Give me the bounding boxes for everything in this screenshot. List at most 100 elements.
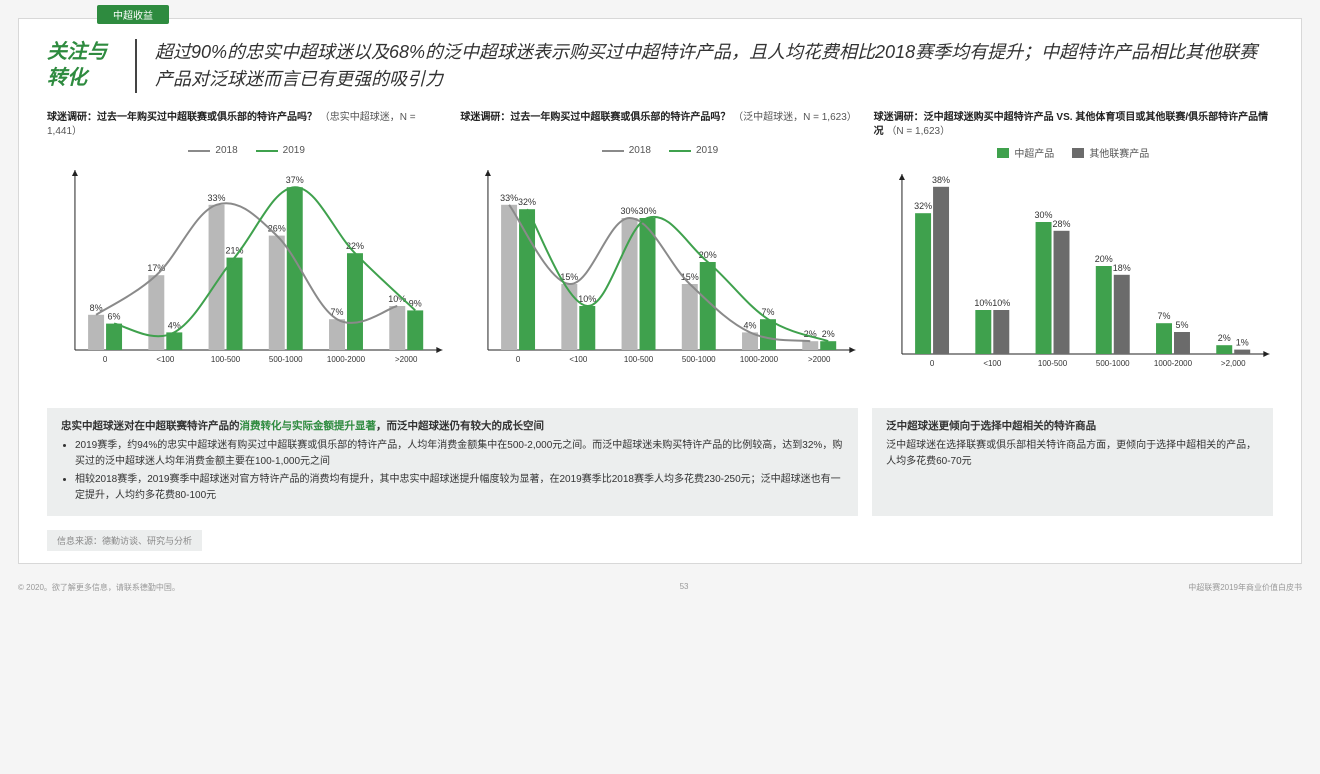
chart2-title: 球迷调研：过去一年购买过中超联赛或俱乐部的特许产品吗？ （泛中超球迷，N = 1… bbox=[460, 111, 859, 139]
bar bbox=[1174, 332, 1190, 354]
category-label: 500-1000 bbox=[269, 355, 303, 364]
value-label: 32% bbox=[914, 201, 932, 211]
category-label: 1000-2000 bbox=[740, 355, 779, 364]
legend-item: 2018 bbox=[188, 145, 237, 156]
bar bbox=[993, 310, 1009, 354]
legend-label: 2018 bbox=[629, 145, 651, 156]
bar bbox=[106, 324, 122, 350]
chart3-legend: 中超产品 其他联赛产品 bbox=[874, 145, 1273, 160]
bar bbox=[227, 258, 243, 350]
report-page: 中超收益 关注与 转化 超过90%的忠实中超球迷以及68%的泛中超球迷表示购买过… bbox=[18, 18, 1302, 564]
bar bbox=[209, 205, 225, 350]
legend-label: 2018 bbox=[215, 145, 237, 156]
category-label: <100 bbox=[156, 355, 175, 364]
bar bbox=[580, 306, 596, 350]
header-text: 超过90%的忠实中超球迷以及68%的泛中超球迷表示购买过中超特许产品，且人均花费… bbox=[155, 39, 1273, 93]
bar bbox=[1053, 231, 1069, 354]
bar bbox=[803, 341, 819, 350]
value-label: 2% bbox=[822, 329, 835, 339]
value-label: 7% bbox=[1157, 311, 1170, 321]
source-line: 信息来源：德勤访谈、研究与分析 bbox=[47, 530, 202, 551]
chart3-title: 球迷调研：泛中超球迷购买中超特许产品 VS. 其他体育项目或其他联赛/俱乐部特许… bbox=[874, 111, 1273, 139]
notes-left-bullet: 相较2018赛季，2019赛季中超球迷对官方特许产品的消费均有提升，其中忠实中超… bbox=[75, 472, 844, 503]
chart2-legend: 20182019 bbox=[460, 145, 859, 156]
chart1-legend: 20182019 bbox=[47, 145, 446, 156]
footer-page-number: 53 bbox=[680, 582, 689, 593]
header-divider bbox=[135, 39, 137, 93]
bar bbox=[269, 236, 285, 350]
legend-item: 2018 bbox=[602, 145, 651, 156]
page-footer: © 2020。欲了解更多信息，请联系德勤中国。 53 中超联赛2019年商业价值… bbox=[18, 582, 1302, 593]
legend-item: 其他联赛产品 bbox=[1072, 145, 1149, 160]
value-label: 5% bbox=[1175, 320, 1188, 330]
bar bbox=[933, 187, 949, 354]
value-label: 10% bbox=[974, 298, 992, 308]
value-label: 33% bbox=[500, 193, 518, 203]
chart-panel-3: 球迷调研：泛中超球迷购买中超特许产品 VS. 其他体育项目或其他联赛/俱乐部特许… bbox=[874, 111, 1273, 394]
chart2-title-sub: （泛中超球迷，N = 1,623） bbox=[733, 112, 857, 123]
category-label: <100 bbox=[570, 355, 589, 364]
category-label: 500-1000 bbox=[682, 355, 716, 364]
value-label: 2% bbox=[1217, 333, 1230, 343]
legend-item: 中超产品 bbox=[997, 145, 1054, 160]
value-label: 1% bbox=[1235, 338, 1248, 348]
bar bbox=[329, 319, 345, 350]
notes-left-title-tail: ，而泛中超球迷仍有较大的成长空间 bbox=[376, 420, 544, 432]
bar bbox=[501, 205, 517, 350]
value-label: 30% bbox=[1034, 210, 1052, 220]
legend-swatch bbox=[997, 148, 1009, 158]
chart-panel-2: 球迷调研：过去一年购买过中超联赛或俱乐部的特许产品吗？ （泛中超球迷，N = 1… bbox=[460, 111, 859, 394]
chart3-title-sub: （N = 1,623） bbox=[886, 126, 950, 137]
bar bbox=[148, 275, 164, 350]
chart3-svg: 32%38%010%10%<10030%28%100-50020%18%500-… bbox=[874, 164, 1273, 394]
page-header: 关注与 转化 超过90%的忠实中超球迷以及68%的泛中超球迷表示购买过中超特许产… bbox=[47, 39, 1273, 93]
bar bbox=[1095, 266, 1111, 354]
header-label-line2: 转化 bbox=[47, 67, 87, 89]
bar bbox=[682, 284, 698, 350]
notes-left-title-plain: 忠实中超球迷对在中超联赛特许产品的 bbox=[61, 420, 240, 432]
category-label: >2000 bbox=[808, 355, 831, 364]
value-label: 30% bbox=[621, 206, 639, 216]
legend-label: 中超产品 bbox=[1014, 145, 1054, 160]
header-label-line1: 关注与 bbox=[47, 41, 107, 63]
category-label: 0 bbox=[103, 355, 108, 364]
value-label: 33% bbox=[208, 193, 226, 203]
category-label: 100-500 bbox=[1038, 359, 1068, 368]
chart-panel-1: 球迷调研：过去一年购买过中超联赛或俱乐部的特许产品吗？ （忠实中超球迷，N = … bbox=[47, 111, 446, 394]
category-label: >2000 bbox=[395, 355, 418, 364]
bar bbox=[88, 315, 104, 350]
category-label: 100-500 bbox=[624, 355, 654, 364]
footer-right: 中超联赛2019年商业价值白皮书 bbox=[1188, 582, 1302, 593]
value-label: 32% bbox=[518, 197, 536, 207]
bar bbox=[760, 319, 776, 350]
legend-swatch bbox=[1072, 148, 1084, 158]
bar bbox=[915, 213, 931, 354]
category-label: 100-500 bbox=[211, 355, 241, 364]
notes-right-title: 泛中超球迷更倾向于选择中超相关的特许商品 bbox=[886, 418, 1259, 434]
bar bbox=[975, 310, 991, 354]
category-label: 1000-2000 bbox=[1154, 359, 1193, 368]
bar bbox=[347, 253, 363, 350]
legend-label: 其他联赛产品 bbox=[1089, 145, 1149, 160]
bar bbox=[562, 284, 578, 350]
bar bbox=[640, 218, 656, 350]
legend-swatch bbox=[188, 150, 210, 152]
section-tab: 中超收益 bbox=[97, 5, 169, 24]
chart2-title-main: 球迷调研：过去一年购买过中超联赛或俱乐部的特许产品吗？ bbox=[460, 112, 730, 123]
notes-right-body: 泛中超球迷在选择联赛或俱乐部相关特许商品方面，更倾向于选择中超相关的产品，人均多… bbox=[886, 438, 1259, 469]
value-label: 20% bbox=[1094, 254, 1112, 264]
value-label: 38% bbox=[932, 175, 950, 185]
bar bbox=[821, 341, 837, 350]
category-label: 1000-2000 bbox=[327, 355, 366, 364]
value-label: 37% bbox=[286, 175, 304, 185]
notes-left-list: 2019赛季，约94%的忠实中超球迷有购买过中超联赛或俱乐部的特许产品，人均年消… bbox=[61, 438, 844, 503]
bar bbox=[1156, 323, 1172, 354]
notes-row: 忠实中超球迷对在中超联赛特许产品的消费转化与实际金额提升显著，而泛中超球迷仍有较… bbox=[47, 408, 1273, 516]
category-label: 0 bbox=[930, 359, 935, 368]
chart1-title: 球迷调研：过去一年购买过中超联赛或俱乐部的特许产品吗？ （忠实中超球迷，N = … bbox=[47, 111, 446, 139]
footer-left: © 2020。欲了解更多信息，请联系德勤中国。 bbox=[18, 582, 180, 593]
value-label: 28% bbox=[1052, 219, 1070, 229]
chart1-svg: 8%6%017%4%<10033%21%100-50026%37%500-100… bbox=[47, 160, 446, 390]
category-label: 0 bbox=[516, 355, 521, 364]
category-label: >2,000 bbox=[1221, 359, 1246, 368]
